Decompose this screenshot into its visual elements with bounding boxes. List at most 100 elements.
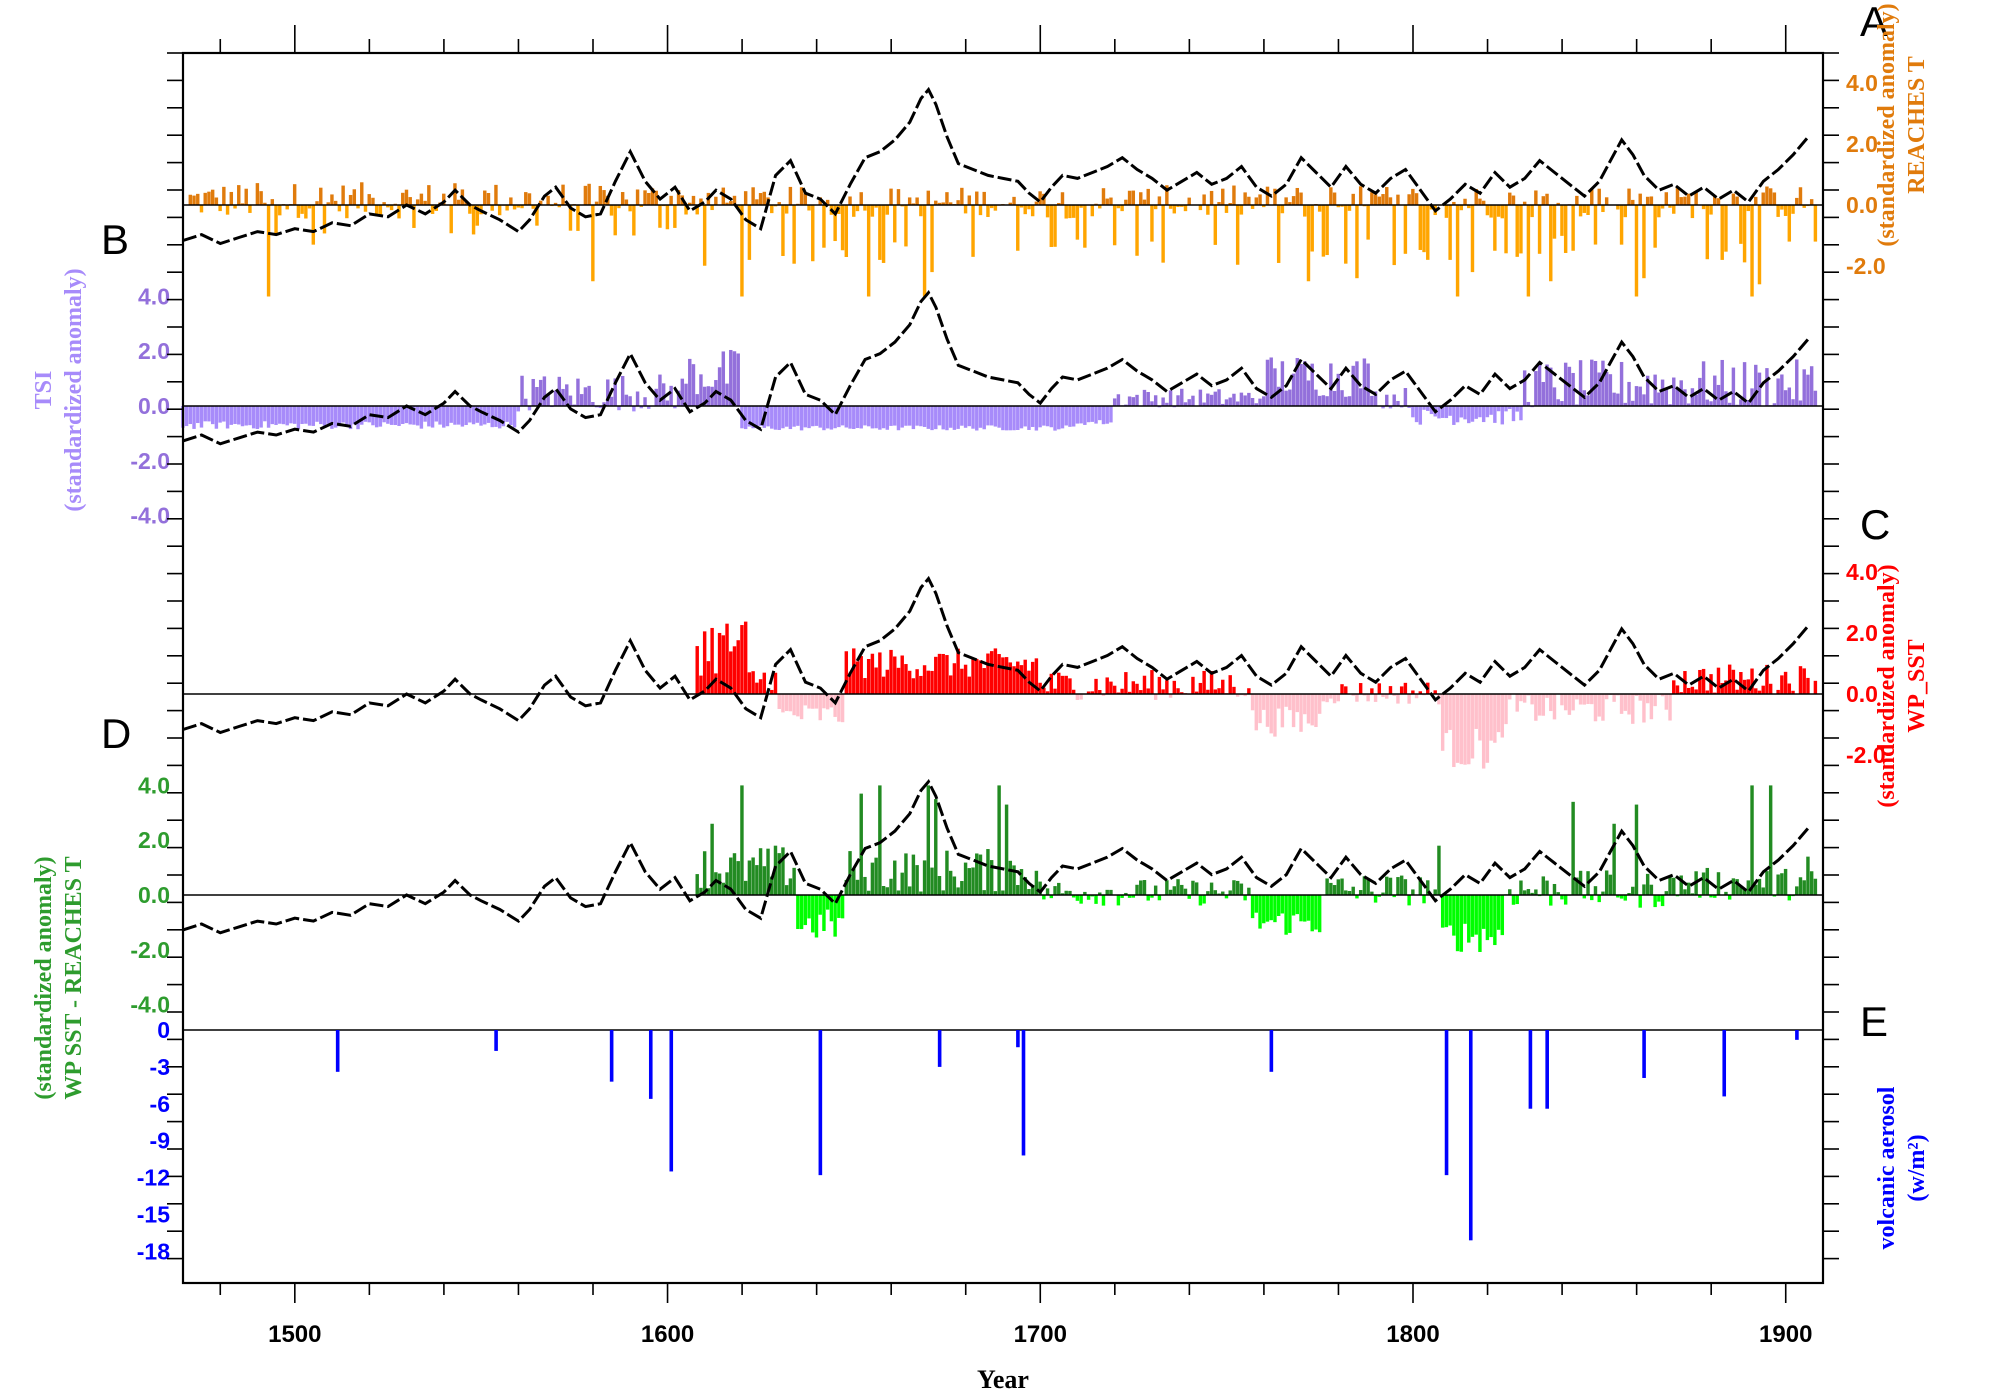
bar-a — [1206, 205, 1210, 215]
bar-b — [285, 406, 289, 426]
bar-a — [1254, 197, 1259, 205]
bar-b — [658, 374, 662, 406]
bar-c — [863, 678, 867, 694]
bar-b — [505, 406, 509, 422]
bar-b — [1142, 389, 1147, 406]
bar-b — [1754, 364, 1758, 406]
bar-c — [1508, 694, 1512, 700]
bar-d — [1448, 895, 1452, 926]
bar-b — [1556, 399, 1560, 406]
bar-a — [911, 203, 916, 205]
bar-b — [680, 378, 685, 406]
bar-a — [1060, 192, 1065, 205]
ylabel-a-series: REACHES T — [1904, 56, 1930, 194]
bar-c — [915, 669, 919, 694]
bar-c — [770, 689, 774, 694]
bar-c — [941, 653, 945, 694]
bar-c — [1217, 688, 1221, 694]
bar-a — [1657, 205, 1661, 218]
bar-b — [1079, 406, 1083, 424]
bar-b — [1332, 390, 1337, 406]
bar-c — [1288, 694, 1292, 711]
bar-d — [1344, 890, 1348, 895]
bar-d — [714, 872, 718, 895]
bar-c — [993, 648, 998, 694]
bar-c — [975, 658, 979, 694]
bar-b — [989, 406, 994, 426]
tick-label-d: 2.0 — [138, 827, 170, 853]
bar-d — [1783, 868, 1788, 895]
bar-a — [1660, 205, 1665, 209]
bar-b — [1578, 360, 1583, 406]
bar-d — [1452, 895, 1456, 936]
bar-b — [1310, 363, 1314, 406]
bar-b — [412, 406, 416, 425]
bar-a — [1124, 199, 1128, 205]
bar-d — [1332, 885, 1337, 895]
bar-d — [1698, 895, 1702, 898]
bar-a — [803, 193, 808, 205]
bar-a — [233, 205, 237, 209]
bar-a — [1183, 205, 1188, 212]
bar-b — [770, 406, 774, 429]
bar-b — [591, 401, 595, 406]
bar-c — [982, 668, 986, 694]
bar-b — [427, 406, 431, 427]
bar-a — [628, 205, 632, 212]
bar-c — [807, 694, 811, 709]
bar-b — [1798, 400, 1803, 406]
bar-b — [1116, 394, 1121, 406]
bar-c — [725, 623, 729, 694]
ylabel-d: (standardized anomaly) WP SST - REACHES … — [31, 856, 87, 1099]
bar-a — [975, 191, 979, 205]
bar-b — [1224, 399, 1229, 406]
bar-b — [1701, 361, 1706, 406]
bar-c — [1303, 694, 1307, 715]
bar-b — [1619, 361, 1624, 406]
bar-c — [1549, 694, 1553, 712]
bar-b — [1459, 406, 1464, 418]
bar-b — [278, 406, 282, 424]
bar-d — [1049, 895, 1054, 899]
bar-a — [1146, 188, 1150, 205]
bar-a — [1545, 193, 1549, 205]
bar-a — [1276, 205, 1281, 263]
bar-d — [952, 876, 957, 895]
bar-d — [1552, 883, 1557, 895]
bar-b — [1340, 390, 1344, 406]
tick-label-d: -4.0 — [130, 992, 170, 1018]
bar-a — [300, 205, 304, 214]
bar-b — [1672, 377, 1676, 406]
bar-d — [1019, 869, 1024, 895]
bar-c — [1604, 694, 1609, 700]
bar-b — [468, 406, 472, 423]
bar-a — [1754, 196, 1758, 205]
bar-d — [1713, 895, 1717, 898]
bar-d — [1813, 878, 1818, 895]
bar-b — [1560, 401, 1564, 406]
bar-c — [814, 694, 819, 709]
bar-a — [844, 205, 849, 257]
bar-b — [184, 406, 189, 427]
bar-c — [1016, 661, 1020, 694]
bar-a — [1638, 193, 1642, 205]
bar-b — [1713, 375, 1717, 406]
bar-c — [1541, 694, 1546, 716]
bar-c — [1802, 668, 1806, 694]
bar-d — [863, 876, 867, 895]
bar-b — [635, 391, 640, 406]
bar-a — [688, 202, 692, 205]
bar-b — [1802, 369, 1806, 406]
bar-b — [456, 406, 461, 425]
bar-a — [1645, 196, 1650, 205]
bar-b — [1571, 372, 1575, 406]
bar-b — [1444, 406, 1449, 419]
bar-a — [982, 191, 986, 205]
bar-b — [1429, 406, 1434, 415]
bar-a — [248, 205, 252, 213]
bar-a — [613, 205, 617, 236]
bar-d — [889, 878, 893, 895]
bar-a — [673, 205, 677, 228]
bar-c — [732, 646, 737, 694]
bar-b — [859, 406, 863, 429]
